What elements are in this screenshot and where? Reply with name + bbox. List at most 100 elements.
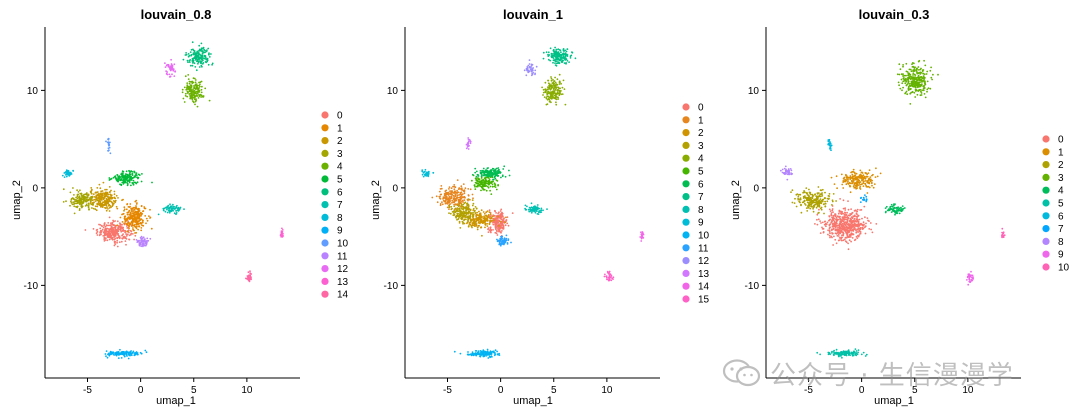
cell-point [163, 207, 166, 210]
cell-point [851, 228, 854, 231]
cell-point [466, 353, 469, 356]
cell-point [149, 208, 151, 211]
cell-point [132, 176, 135, 179]
y-axis-title: umap_2 [370, 180, 382, 220]
cell-point [854, 186, 857, 189]
cell-point [452, 194, 455, 197]
cluster-11-points [496, 234, 512, 247]
cell-point [839, 226, 842, 229]
cell-point [121, 176, 123, 178]
cell-point [562, 48, 565, 51]
cell-point [566, 55, 569, 57]
cell-point [523, 69, 526, 72]
cell-point [550, 84, 553, 87]
cell-point [506, 243, 509, 245]
cell-point [107, 143, 110, 146]
cell-point [103, 203, 106, 206]
cell-point [855, 172, 858, 175]
cell-point [146, 237, 149, 240]
cell-point [109, 205, 112, 207]
cell-point [145, 217, 148, 220]
cell-point [847, 248, 850, 251]
cell-point [164, 66, 167, 68]
cell-point [828, 195, 831, 198]
cell-point [500, 208, 503, 211]
cell-point [843, 218, 845, 221]
legend-swatch [682, 116, 690, 124]
cell-point [840, 173, 843, 176]
cell-point [552, 79, 554, 81]
cell-point [475, 170, 478, 173]
cell-point [195, 85, 198, 88]
cluster-4-points [541, 73, 567, 106]
cell-point [169, 75, 172, 78]
cell-point [846, 231, 849, 234]
cell-point [845, 225, 848, 228]
cell-point [539, 211, 542, 214]
cell-point [551, 91, 554, 93]
cell-point [192, 52, 195, 55]
cell-point [557, 98, 560, 100]
cell-point [469, 209, 472, 212]
cell-point [833, 220, 836, 223]
cell-point [486, 354, 489, 356]
cell-point [486, 169, 489, 172]
cell-point [823, 212, 825, 215]
cell-point [489, 189, 491, 192]
cell-point [817, 192, 820, 194]
cell-point [816, 196, 818, 199]
cell-point [498, 168, 500, 171]
cell-point [844, 229, 847, 232]
cell-point [444, 202, 447, 205]
cell-point [100, 202, 103, 205]
cell-point [113, 354, 115, 356]
cell-point [100, 190, 102, 193]
legend-label: 2 [337, 136, 343, 147]
cell-point [80, 203, 83, 206]
cell-point [151, 181, 153, 184]
cluster-13-points [279, 227, 284, 238]
cell-point [103, 224, 105, 227]
cell-point [854, 178, 857, 181]
cell-point [197, 54, 200, 57]
cell-point [191, 90, 194, 93]
cell-point [487, 228, 489, 231]
cell-point [204, 87, 207, 90]
cell-point [488, 229, 491, 232]
cell-point [186, 82, 189, 84]
cell-point [88, 208, 90, 211]
cell-point [198, 53, 201, 56]
cell-point [117, 228, 119, 231]
cell-point [839, 218, 841, 221]
cell-point [197, 62, 199, 65]
cell-point [851, 173, 854, 176]
cell-point [865, 175, 868, 178]
cell-point [483, 188, 486, 191]
cell-point [247, 275, 249, 278]
cell-point [101, 206, 104, 209]
cell-point [504, 221, 507, 224]
cell-point [835, 175, 838, 178]
cell-point [482, 220, 484, 223]
cell-point [453, 350, 456, 353]
cell-point [438, 190, 441, 193]
cell-point [108, 146, 111, 149]
cell-point [503, 217, 505, 220]
cell-point [562, 53, 565, 56]
cell-point [862, 174, 865, 177]
cell-point [133, 181, 136, 184]
cell-point [136, 225, 138, 228]
cell-point [104, 353, 107, 355]
cell-point [836, 215, 839, 218]
cell-point [486, 350, 489, 353]
cell-point [853, 222, 856, 225]
cell-point [478, 210, 480, 213]
cell-point [196, 92, 199, 95]
cell-point [857, 235, 860, 238]
cell-point [116, 239, 119, 242]
cell-point [491, 185, 494, 188]
cell-point [831, 219, 833, 222]
cell-point [849, 234, 852, 237]
cell-point [548, 100, 551, 103]
cell-point [191, 60, 194, 62]
